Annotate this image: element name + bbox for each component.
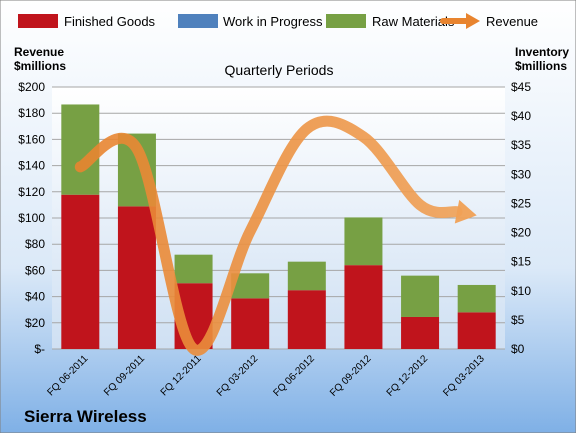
- bar-raw-materials: [401, 275, 440, 317]
- bar-finished-goods: [287, 290, 326, 349]
- revenue-line: [74, 115, 463, 356]
- right-tick-label: $15: [511, 255, 531, 269]
- legend-swatch-work-in-progress: [178, 14, 218, 28]
- legend-label-finished-goods: Finished Goods: [64, 14, 156, 29]
- right-tick-label: $20: [511, 226, 531, 240]
- revenue-arrow-head: [454, 199, 477, 224]
- bar-finished-goods: [457, 312, 496, 349]
- left-tick-label: $200: [18, 80, 45, 94]
- right-tick-label: $30: [511, 167, 531, 181]
- right-tick-label: $5: [511, 313, 525, 327]
- left-tick-label: $100: [18, 211, 45, 225]
- right-tick-label: $35: [511, 138, 531, 152]
- right-tick-label: $0: [511, 342, 525, 356]
- left-tick-label: $140: [18, 159, 45, 173]
- right-axis-ticks: $0 $5 $10 $15 $20 $25 $30 $35 $40 $45: [511, 80, 531, 356]
- chart-title: Quarterly Periods: [225, 62, 334, 78]
- legend-label-raw-materials: Raw Materials: [372, 14, 455, 29]
- right-tick-label: $25: [511, 196, 531, 210]
- legend: Finished Goods Work in Progress Raw Mate…: [18, 13, 538, 29]
- bar-finished-goods: [117, 206, 156, 349]
- legend-label-revenue: Revenue: [486, 14, 538, 29]
- bar-finished-goods: [231, 298, 270, 349]
- right-tick-label: $10: [511, 284, 531, 298]
- left-tick-label: $80: [25, 237, 45, 251]
- left-axis-title-line2: $millions: [14, 59, 66, 73]
- left-tick-label: $40: [25, 290, 45, 304]
- bar-raw-materials: [174, 254, 213, 284]
- left-tick-label: $20: [25, 316, 45, 330]
- left-tick-label: $120: [18, 185, 45, 199]
- bar-finished-goods: [401, 316, 440, 349]
- left-tick-label: $180: [18, 106, 45, 120]
- left-axis-title-line1: Revenue: [14, 45, 64, 59]
- left-tick-label: $60: [25, 263, 45, 277]
- left-axis-ticks: $- $20 $40 $60 $80 $100 $120 $140 $160 $180 $200: [18, 80, 45, 356]
- legend-swatch-raw-materials: [326, 14, 366, 28]
- company-name: Sierra Wireless: [24, 407, 147, 426]
- right-axis-title-line1: Inventory: [515, 45, 569, 59]
- bar-raw-materials: [287, 261, 326, 291]
- bar-raw-materials: [344, 217, 383, 266]
- bar-finished-goods: [61, 194, 100, 349]
- legend-revenue-icon: [440, 13, 480, 29]
- revenue-series: [74, 115, 477, 356]
- legend-label-work-in-progress: Work in Progress: [223, 14, 323, 29]
- bar-raw-materials: [457, 284, 496, 313]
- right-tick-label: $45: [511, 80, 531, 94]
- legend-swatch-finished-goods: [18, 14, 58, 28]
- right-tick-label: $40: [511, 109, 531, 123]
- bar-finished-goods: [344, 265, 383, 349]
- left-tick-label: $160: [18, 132, 45, 146]
- right-axis-title-line2: $millions: [515, 59, 567, 73]
- left-tick-label: $-: [34, 342, 45, 356]
